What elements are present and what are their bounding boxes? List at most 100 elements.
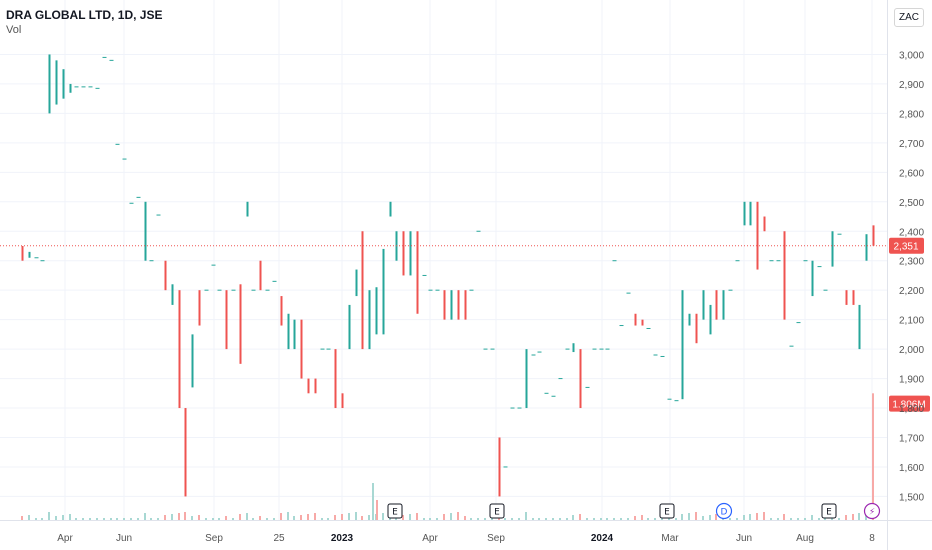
volume-bar	[593, 518, 595, 520]
dividend-marker[interactable]: D	[715, 502, 733, 520]
volume-bar	[675, 518, 677, 520]
volume-bar	[484, 518, 486, 520]
x-tick-label: Apr	[57, 533, 73, 544]
volume-bar	[416, 513, 418, 520]
marker-box	[489, 503, 505, 519]
volume-bar	[348, 513, 350, 520]
volume-bar	[579, 514, 581, 520]
volume-bar	[259, 516, 261, 520]
volume-bar	[797, 518, 799, 520]
earnings-marker[interactable]: E	[489, 503, 505, 519]
volume-bar	[443, 514, 445, 520]
volume-bar	[681, 514, 683, 520]
volume-bar	[838, 518, 840, 520]
volume-bar	[69, 514, 71, 520]
x-tick-label: 25	[273, 533, 285, 544]
x-tick-label: Mar	[661, 533, 679, 544]
earnings-marker[interactable]: E	[821, 503, 837, 519]
volume-bar	[852, 514, 854, 520]
volume-bar	[361, 516, 363, 520]
volume-bar	[41, 518, 43, 520]
volume-bar	[423, 518, 425, 520]
volume-bar	[688, 513, 690, 520]
volume-bar	[661, 518, 663, 520]
volume-bar	[525, 512, 527, 520]
marker-label: E	[664, 508, 670, 518]
volume-bar	[55, 516, 57, 520]
volume-bar	[116, 518, 118, 520]
event-markers[interactable]: E E E D E ⚡	[387, 502, 881, 520]
x-tick-label: 2024	[591, 533, 614, 544]
y-tick-label: 2,500	[899, 198, 924, 209]
marker-label: E	[392, 508, 398, 518]
volume-bar	[123, 518, 125, 520]
volume-bar	[300, 515, 302, 520]
earnings-marker[interactable]: E	[387, 503, 403, 519]
volume-bar	[184, 512, 186, 520]
volume-bar	[429, 518, 431, 520]
volume-bar	[532, 518, 534, 520]
x-tick-label: Apr	[422, 533, 438, 544]
y-tick-label: 1,500	[899, 492, 924, 503]
volume-bar	[252, 518, 254, 520]
volume-bar	[144, 513, 146, 520]
volume-bar	[736, 518, 738, 520]
volume-bar	[327, 518, 329, 520]
volume-bar	[824, 518, 826, 520]
price-axis[interactable]: 1,500 1,600 1,700 1,800 1,900 2,000 2,100 2,200…	[899, 50, 924, 503]
volume-value-tag	[889, 395, 930, 412]
volume-bar	[627, 518, 629, 520]
y-tick-label: 1,700	[899, 434, 924, 445]
volume-bar	[205, 518, 207, 520]
volume-bar	[715, 514, 717, 520]
marker-label: E	[826, 508, 832, 518]
volume-bar	[641, 515, 643, 520]
y-tick-label: 2,400	[899, 227, 924, 238]
volume-bar	[783, 514, 785, 520]
y-tick-label: 2,700	[899, 139, 924, 150]
volume-bar	[218, 518, 220, 520]
volume-bar	[695, 512, 697, 520]
volume-bar	[729, 518, 731, 520]
volume-value-label: 1.806M	[892, 400, 925, 411]
volume-bar	[450, 513, 452, 520]
marker-box	[821, 503, 837, 519]
volume-bar	[634, 516, 636, 520]
x-tick-label: Sep	[487, 533, 505, 544]
volume-bar	[103, 518, 105, 520]
volume-bar	[845, 515, 847, 520]
volume-bar	[464, 516, 466, 520]
volume-bar	[89, 518, 91, 520]
y-tick-label: 1,900	[899, 375, 924, 386]
volume-bar	[178, 513, 180, 520]
chart-title: DRA GLOBAL LTD, 1D, JSE	[6, 8, 163, 22]
volume-bar	[654, 518, 656, 520]
volume-bar	[130, 518, 132, 520]
last-price-line: 2,351 1.806M	[0, 237, 930, 412]
volume-bar	[511, 518, 513, 520]
volume-bar	[321, 518, 323, 520]
y-tick-label: 2,600	[899, 168, 924, 179]
volume-bar	[355, 512, 357, 520]
split-marker[interactable]: ⚡	[863, 502, 881, 520]
volume-bar	[75, 518, 77, 520]
volume-bar	[246, 513, 248, 520]
marker-box	[387, 503, 403, 519]
currency-button[interactable]: ZAC	[894, 8, 924, 27]
volume-bar	[790, 518, 792, 520]
volume-bar	[709, 515, 711, 520]
volume-bar	[566, 518, 568, 520]
volume-bar	[743, 515, 745, 520]
volume-bar	[811, 515, 813, 520]
time-axis[interactable]: Apr Jun Sep 25 2023 Apr Sep 2024 Mar Jun Aug 8	[57, 533, 875, 544]
y-tick-label: 2,800	[899, 109, 924, 120]
volume-bar	[518, 518, 520, 520]
volume-bar	[504, 518, 506, 520]
marker-label: D	[721, 508, 728, 518]
earnings-marker[interactable]: E	[659, 503, 675, 519]
marker-circle	[863, 502, 881, 520]
x-tick-label: Sep	[205, 533, 223, 544]
volume-bar	[600, 518, 602, 520]
marker-box	[659, 503, 675, 519]
